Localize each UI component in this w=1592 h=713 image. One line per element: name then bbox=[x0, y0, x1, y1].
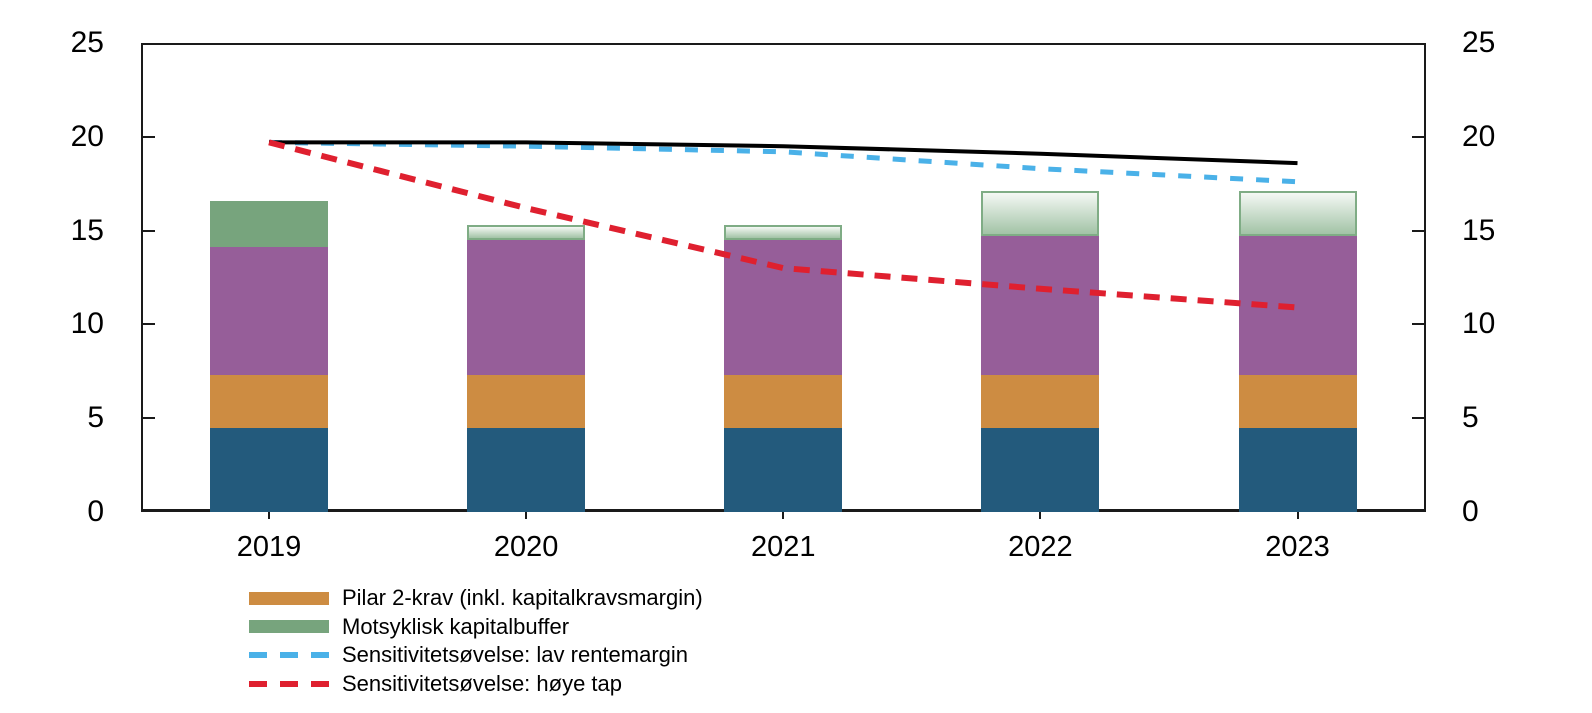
orange-segment bbox=[467, 375, 586, 428]
y-axis-tick-left bbox=[141, 135, 155, 138]
x-axis-year-label: 2019 bbox=[236, 531, 302, 563]
y-axis-tick-label-left: 15 bbox=[70, 213, 104, 247]
x-axis-year-label: 2020 bbox=[493, 531, 559, 563]
y-axis-tick-label-left: 10 bbox=[70, 307, 104, 341]
orange-segment bbox=[210, 375, 328, 428]
y-axis-tick-label-right: 20 bbox=[1462, 119, 1496, 153]
legend-dash bbox=[311, 680, 329, 687]
legend-item: Sensitivitetsøvelse: høye tap bbox=[249, 670, 703, 699]
y-axis-tick-label-left: 5 bbox=[87, 401, 104, 435]
x-axis-tick bbox=[1296, 512, 1299, 519]
purple-segment bbox=[1238, 236, 1357, 376]
purple-segment bbox=[210, 247, 328, 376]
y-axis-tick-label-right: 15 bbox=[1462, 213, 1496, 247]
light-green-gradient-segment bbox=[981, 191, 1100, 237]
legend-item: Sensitivitetsøvelse: lav rentemargin bbox=[249, 641, 703, 670]
y-axis-tick-label-left: 0 bbox=[87, 495, 104, 528]
y-axis-tick-right bbox=[1412, 417, 1426, 420]
orange-segment bbox=[1238, 375, 1357, 428]
x-axis-year-label: 2022 bbox=[1008, 531, 1073, 563]
legend-dashed-line-swatch bbox=[249, 680, 329, 687]
purple-segment bbox=[981, 236, 1100, 376]
legend-item-label: Motsyklisk kapitalbuffer bbox=[342, 613, 570, 639]
x-axis-year-label: 2021 bbox=[750, 531, 816, 563]
x-axis-tick bbox=[782, 512, 785, 519]
y-axis-tick-right bbox=[1412, 323, 1426, 326]
legend-item: Motsyklisk kapitalbuffer bbox=[249, 613, 703, 642]
light-green-gradient-segment bbox=[724, 224, 843, 240]
y-axis-tick-right bbox=[1412, 229, 1426, 232]
light-green-gradient-segment bbox=[467, 224, 586, 240]
dark-blue-segment bbox=[1238, 427, 1357, 512]
legend-item-label: Sensitivitetsøvelse: høye tap bbox=[342, 670, 623, 696]
green-segment bbox=[210, 200, 328, 248]
x-axis-year-label: 2023 bbox=[1265, 531, 1330, 563]
dark-blue-segment bbox=[724, 427, 843, 512]
y-axis-tick-left bbox=[141, 229, 155, 232]
legend-color-swatch bbox=[249, 620, 329, 634]
chart-legend: Pilar 2-krav (inkl. kapitalkravsmargin) M… bbox=[249, 584, 703, 698]
legend-item: Pilar 2-krav (inkl. kapitalkravsmargin) bbox=[249, 584, 703, 613]
dark-blue-segment bbox=[467, 427, 586, 512]
y-axis-tick-label-left: 25 bbox=[70, 26, 104, 59]
legend-dash bbox=[249, 652, 267, 659]
x-axis-tick bbox=[268, 512, 270, 519]
y-axis-tick-label-right: 0 bbox=[1462, 495, 1479, 528]
legend-dash bbox=[280, 680, 298, 687]
orange-segment bbox=[724, 375, 843, 428]
legend-item-label: Pilar 2-krav (inkl. kapitalkravsmargin) bbox=[342, 585, 703, 611]
legend-item-label: Sensitivitetsøvelse: lav rentemargin bbox=[342, 642, 689, 668]
x-axis-tick bbox=[1039, 512, 1042, 519]
purple-segment bbox=[724, 239, 843, 376]
legend-dash bbox=[311, 652, 329, 659]
y-axis-tick-label-left: 20 bbox=[70, 119, 104, 153]
y-axis-tick-label-right: 5 bbox=[1462, 401, 1479, 435]
y-axis-tick-label-right: 10 bbox=[1462, 307, 1496, 341]
y-axis-tick-label-right: 25 bbox=[1462, 26, 1496, 59]
orange-segment bbox=[981, 375, 1100, 428]
purple-segment bbox=[467, 239, 586, 376]
legend-dashed-line-swatch bbox=[249, 652, 329, 659]
legend-color-swatch bbox=[249, 591, 329, 605]
dark-blue-segment bbox=[981, 427, 1100, 512]
y-axis-tick-left bbox=[141, 417, 155, 420]
x-axis-tick bbox=[525, 512, 528, 519]
legend-dash bbox=[249, 680, 267, 687]
y-axis-tick-right bbox=[1412, 135, 1426, 138]
legend-dash bbox=[280, 652, 298, 659]
dark-blue-segment bbox=[210, 427, 328, 512]
light-green-gradient-segment bbox=[1238, 191, 1357, 237]
y-axis-tick-left bbox=[141, 323, 155, 326]
